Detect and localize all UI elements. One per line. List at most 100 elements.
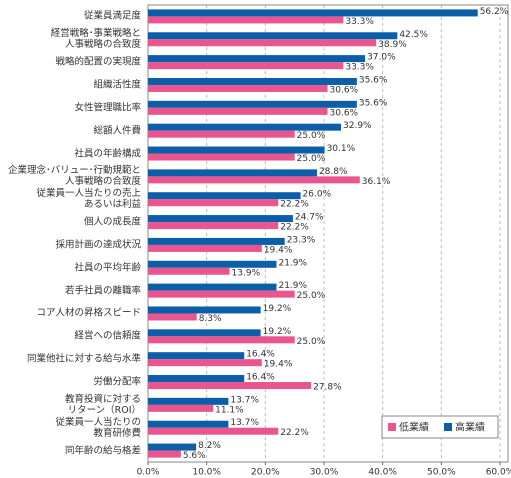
bar <box>148 260 277 268</box>
bar <box>148 290 295 298</box>
bar <box>148 420 229 428</box>
category-label: 経営への信頼度 <box>74 330 141 342</box>
legend-label: 低業績 <box>399 421 429 434</box>
category-label: 女性管理職比率 <box>74 102 141 114</box>
bar <box>148 100 357 108</box>
legend-swatch <box>388 423 396 431</box>
value-label: 33.3% <box>345 63 374 73</box>
bar <box>148 16 344 24</box>
value-label: 28.8% <box>319 167 348 177</box>
value-label: 25.0% <box>297 291 326 301</box>
bar <box>148 450 181 458</box>
bar <box>148 427 279 435</box>
value-label: 13.7% <box>230 418 259 428</box>
plot-frame <box>147 4 509 463</box>
x-tick-label: 30.0% <box>310 468 339 478</box>
bar <box>148 215 293 223</box>
bar <box>148 107 328 115</box>
value-label: 8.2% <box>198 441 221 451</box>
bar <box>148 130 295 138</box>
bar <box>148 169 317 177</box>
value-label: 21.9% <box>278 258 307 268</box>
value-label: 11.1% <box>215 405 244 415</box>
category-label: 総額人件費 <box>93 125 141 137</box>
bar <box>148 375 245 383</box>
category-label: 採用計画の達成状況 <box>55 239 141 251</box>
value-label: 24.7% <box>295 213 324 223</box>
x-tick-label: 20.0% <box>251 468 280 478</box>
category-label: 同年齢の給与格差 <box>64 445 141 457</box>
value-label: 16.4% <box>246 373 275 383</box>
bar <box>148 9 478 17</box>
value-label: 25.0% <box>297 154 326 164</box>
bar <box>148 153 295 161</box>
bar <box>148 222 279 230</box>
legend-label: 高業績 <box>455 421 485 434</box>
value-label: 25.0% <box>297 337 326 347</box>
bar <box>148 55 366 63</box>
value-label: 19.2% <box>263 304 292 314</box>
value-label: 19.4% <box>264 360 293 370</box>
bar <box>148 359 262 367</box>
x-tick-label: 60.0% <box>486 468 511 478</box>
value-label: 19.4% <box>264 245 293 255</box>
value-label: 38.9% <box>378 40 407 50</box>
bar <box>148 404 214 412</box>
bar <box>148 283 277 291</box>
value-label: 22.2% <box>280 200 309 210</box>
category-label: 労働分配率 <box>93 376 141 388</box>
value-label: 8.3% <box>199 314 222 324</box>
bar <box>148 39 377 47</box>
value-label: 23.3% <box>287 235 316 245</box>
value-label: 30.1% <box>327 144 356 154</box>
category-label: 経営戦略･事業戦略と 人事戦略の合致度 <box>50 28 141 51</box>
bar <box>148 123 342 131</box>
legend-box <box>381 415 499 439</box>
category-label: 社員の年齢構成 <box>74 148 141 160</box>
value-label: 16.4% <box>246 350 275 360</box>
x-tick-label: 10.0% <box>192 468 221 478</box>
value-label: 32.9% <box>343 121 372 131</box>
value-label: 56.2% <box>480 7 509 17</box>
bar <box>148 244 262 252</box>
category-label: 個人の成長度 <box>83 216 141 228</box>
bar <box>148 336 295 344</box>
category-label: 同業他社に対する給与水準 <box>26 353 141 365</box>
x-tick-label: 0.0% <box>137 468 160 478</box>
category-label: 企業理念･バリュー･行動規範と 人事戦略の合致度 <box>7 165 141 188</box>
value-label: 21.9% <box>278 281 307 291</box>
category-label: 教育投資に対する リターン（ROI） <box>64 393 141 416</box>
value-label: 13.9% <box>232 268 261 278</box>
bar <box>148 176 360 184</box>
bar <box>148 237 285 245</box>
bar <box>148 397 229 405</box>
value-label: 42.5% <box>399 30 428 40</box>
category-label: 社員の平均年齢 <box>74 262 141 274</box>
x-tick-label: 50.0% <box>427 468 456 478</box>
value-label: 30.6% <box>330 85 359 95</box>
value-label: 36.1% <box>362 177 391 187</box>
category-label: コア人材の昇格スピード <box>36 307 141 319</box>
bar <box>148 84 328 92</box>
x-tick-label: 40.0% <box>368 468 397 478</box>
value-label: 22.2% <box>280 223 309 233</box>
category-label: 戦略的配置の実現度 <box>55 56 141 68</box>
bar <box>148 267 230 275</box>
bar <box>148 352 245 360</box>
bar <box>148 329 261 337</box>
category-label: 組織活性度 <box>93 79 141 91</box>
value-label: 26.0% <box>303 190 332 200</box>
value-label: 19.2% <box>263 327 292 337</box>
value-label: 35.6% <box>359 75 388 85</box>
category-label: 従業員一人当たりの売上 あるいは利益 <box>36 188 141 211</box>
value-label: 33.3% <box>345 17 374 27</box>
category-label: 従業員満足度 <box>83 10 141 22</box>
value-label: 27.8% <box>313 383 342 393</box>
value-label: 13.7% <box>230 395 259 405</box>
bar <box>148 77 357 85</box>
bar <box>148 443 197 451</box>
category-label: 従業員一人当たりの 教育研修費 <box>55 416 141 439</box>
bar <box>148 146 325 154</box>
bar <box>148 306 261 314</box>
